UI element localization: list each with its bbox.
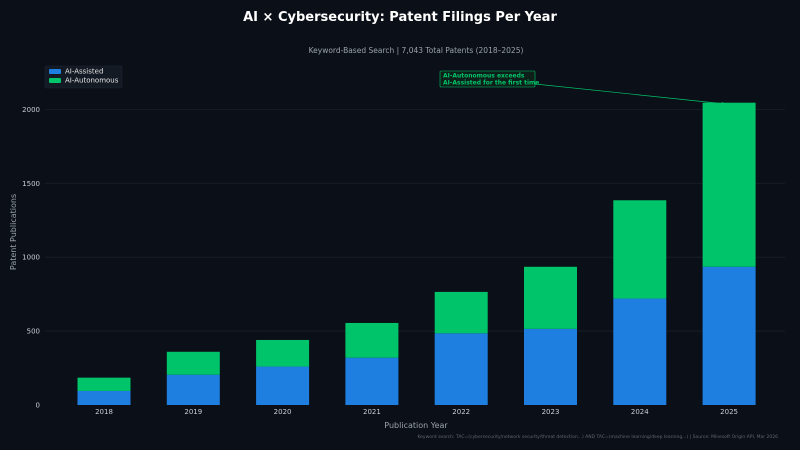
annotation-arrow (534, 83, 727, 105)
legend-swatch-ai-autonomous (49, 78, 61, 83)
bar-ai-autonomous-2018 (77, 377, 131, 391)
bar-ai-autonomous-2022 (434, 291, 488, 334)
chart-title: AI × Cybersecurity: Patent Filings Per Y… (243, 10, 557, 25)
bar-ai-assisted-2021 (345, 357, 399, 405)
y-tick-label: 0 (36, 402, 40, 410)
annotation-line-2: AI-Assisted for the first time (443, 80, 539, 87)
bar-ai-assisted-2025 (702, 266, 756, 405)
annotation-box (439, 70, 536, 88)
x-tick-label: 2025 (720, 408, 738, 416)
bar-ai-autonomous-2020 (256, 339, 310, 367)
bar-ai-autonomous-2025 (702, 102, 756, 267)
footer-note: Keyword search: TAC=(cybersecurity/netwo… (417, 434, 778, 440)
legend: AI-Assisted AI-Autonomous (44, 65, 123, 89)
annotation-arrowhead (722, 102, 726, 106)
x-tick-label: 2024 (631, 408, 649, 416)
x-tick-label: 2023 (542, 408, 560, 416)
x-axis-label: Publication Year (384, 421, 448, 430)
legend-box (44, 65, 123, 89)
x-tick-label: 2019 (184, 408, 202, 416)
bars (77, 102, 756, 405)
legend-swatch-ai-assisted (49, 69, 61, 74)
legend-label-ai-autonomous: AI-Autonomous (65, 77, 119, 85)
bar-ai-autonomous-2021 (345, 322, 399, 358)
chart-subtitle: Keyword-Based Search | 7,043 Total Paten… (309, 46, 524, 55)
x-tick-label: 2021 (363, 408, 381, 416)
bar-ai-assisted-2020 (256, 366, 310, 405)
x-tick-label: 2022 (452, 408, 470, 416)
legend-label-ai-assisted: AI-Assisted (65, 68, 103, 76)
annotation-line-1: AI-Autonomous exceeds (443, 73, 525, 80)
x-tick-label: 2018 (95, 408, 113, 416)
bar-ai-assisted-2022 (434, 333, 488, 405)
bar-ai-assisted-2024 (613, 298, 667, 405)
y-tick-label: 1500 (22, 180, 40, 188)
bar-ai-assisted-2018 (77, 390, 131, 405)
x-axis-ticks: 2018 2019 2020 2021 2022 2023 2024 2025 (95, 408, 738, 416)
x-tick-label: 2020 (274, 408, 292, 416)
y-tick-label: 500 (27, 328, 40, 336)
bar-ai-autonomous-2024 (613, 200, 667, 299)
y-tick-label: 1000 (22, 254, 40, 262)
y-tick-label: 2000 (22, 106, 40, 114)
y-axis-label: Patent Publications (9, 194, 18, 270)
bar-ai-assisted-2019 (166, 374, 220, 405)
bar-ai-autonomous-2019 (166, 351, 220, 375)
annotation: AI-Autonomous exceeds AI-Assisted for th… (439, 70, 727, 106)
bar-ai-autonomous-2023 (524, 266, 577, 329)
y-axis-ticks: 0 500 1000 1500 2000 (22, 106, 40, 410)
bar-ai-assisted-2023 (524, 328, 577, 405)
